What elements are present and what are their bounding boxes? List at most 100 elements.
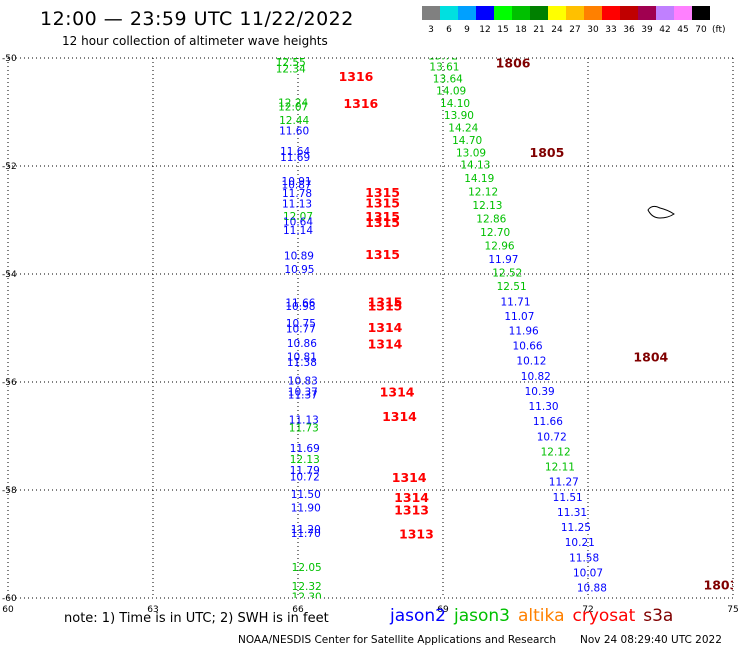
color-scale-label: 15: [497, 25, 508, 35]
color-scale-label: 3: [428, 25, 434, 35]
wave-height-label: 10.86: [287, 338, 317, 350]
wave-height-label: 11.71: [500, 296, 530, 308]
wave-height-label: 12.07: [283, 211, 313, 223]
y-tick-label: -58: [2, 486, 17, 496]
wave-height-label: 12.13: [290, 454, 320, 466]
wave-height-label: 10.37: [288, 387, 318, 399]
pass-time-label: 1313: [399, 527, 434, 542]
color-scale: 3 6 9 12 15 18 21 24 27 30 33 36 39 42 45 70 (ft): [422, 6, 726, 35]
pass-time-label: 1314: [392, 470, 427, 485]
wave-height-label: 10.83: [288, 376, 318, 388]
wave-height-label: 14.70: [452, 135, 482, 147]
color-swatch: [476, 6, 494, 20]
color-swatch: [494, 6, 512, 20]
wave-height-label: 10.21: [565, 537, 595, 549]
wave-height-label: 11.07: [504, 311, 534, 323]
wave-height-label: 10.66: [513, 341, 543, 353]
color-scale-label: 70: [695, 25, 707, 35]
pass-time-label: 1315: [365, 215, 400, 230]
pass-time-label: 1314: [368, 337, 403, 352]
wave-height-label: 12.95: [276, 51, 306, 63]
color-scale-label: 27: [569, 25, 580, 35]
y-tick-label: -50: [2, 54, 17, 64]
wave-height-label: 10.72: [290, 471, 320, 483]
wave-height-label: 11.27: [549, 477, 579, 489]
pass-time-label: 1313: [394, 502, 429, 517]
wave-height-label: 11.78: [282, 188, 312, 200]
wave-height-label: 11.90: [291, 503, 321, 515]
wave-height-label: 12.05: [292, 562, 322, 574]
color-swatch: [656, 6, 674, 20]
color-scale-label: 45: [677, 25, 688, 35]
color-swatch: [548, 6, 566, 20]
wave-height-label: 11.13: [289, 415, 319, 427]
color-scale-label: 6: [446, 25, 452, 35]
footnote: note: 1) Time is in UTC; 2) SWH is in fe…: [64, 611, 329, 626]
wave-height-label: 12.55: [276, 57, 306, 69]
wave-height-label: 10.98: [285, 301, 315, 313]
legend-entry: jason2: [390, 606, 446, 626]
wave-height-label: 10.81: [287, 351, 317, 363]
page-subtitle: 12 hour collection of altimeter wave hei…: [62, 34, 328, 48]
color-swatch: [674, 6, 692, 20]
pass-time-label: 1315: [365, 185, 400, 200]
legend-entry: jason3: [454, 606, 510, 626]
color-swatch: [566, 6, 584, 20]
wave-height-label: 10.82: [521, 371, 551, 383]
wave-height-label: 13.64: [433, 73, 463, 85]
wave-height-label: 10.07: [573, 567, 603, 579]
wave-height-label: 11.51: [553, 492, 583, 504]
wave-height-label: 14.13: [460, 160, 490, 172]
wave-height-label: 10.87: [282, 180, 312, 192]
color-scale-label: 18: [515, 25, 527, 35]
wave-height-label: 10.64: [283, 216, 313, 228]
wave-height-label: 11.73: [289, 423, 319, 435]
wave-height-label: 11.79: [290, 465, 320, 477]
wave-height-label: 12.52: [492, 268, 522, 280]
color-swatch: [692, 6, 710, 20]
wave-height-label: 12.70: [480, 227, 510, 239]
legend-entry: altika: [518, 606, 565, 626]
wave-height-label: 12.13: [472, 200, 502, 212]
y-tick-label: -52: [2, 162, 17, 172]
wave-height-label: 11.20: [291, 524, 321, 536]
wave-height-label: 11.96: [509, 325, 539, 337]
wave-height-label: 13.90: [444, 110, 474, 122]
pass-time-label: 1805: [530, 145, 565, 160]
wave-height-label: 11.14: [283, 225, 313, 237]
x-tick-label: 69: [437, 605, 449, 615]
wave-height-label: 11.66: [285, 297, 315, 309]
y-tick-label: -60: [2, 594, 17, 604]
wave-height-label: 13.09: [456, 147, 486, 159]
color-swatch: [602, 6, 620, 20]
wave-height-label: 12.86: [476, 214, 506, 226]
pass-time-label: 1315: [368, 299, 403, 314]
color-scale-label: 21: [533, 25, 544, 35]
wave-height-label: 11.66: [533, 416, 563, 428]
wave-height-label: 12.34: [276, 64, 306, 76]
wave-height-label: 11.31: [557, 507, 587, 519]
wave-height-label: 12.96: [485, 241, 515, 253]
wave-height-label: 12.11: [545, 462, 575, 474]
color-scale-unit: (ft): [712, 25, 726, 35]
pass-time-label: 1316: [339, 69, 374, 84]
wave-height-label: 11.38: [287, 357, 317, 369]
legend-entry: s3a: [643, 606, 674, 626]
wave-height-label: 11.64: [280, 146, 310, 158]
wave-height-label: 10.91: [282, 176, 312, 188]
pass-time-label: 1315: [365, 247, 400, 262]
wave-height-label: 11.37: [288, 390, 318, 402]
wave-height-label: 12.44: [279, 115, 309, 127]
pass-time-label: 1316: [343, 96, 378, 111]
pass-time-label: 1315: [365, 209, 400, 224]
wave-height-label: 11.97: [488, 254, 518, 266]
wave-height-label: 10.88: [577, 583, 607, 595]
timestamp: Nov 24 08:29:40 UTC 2022: [580, 634, 722, 646]
wave-height-label: 10.39: [525, 386, 555, 398]
pass-time-label: 1314: [382, 409, 417, 424]
wave-height-label: 12.07: [278, 101, 308, 113]
wave-height-label: 14.19: [464, 173, 494, 185]
x-tick-label: 72: [582, 605, 593, 615]
wave-height-label: 10.75: [286, 318, 316, 330]
